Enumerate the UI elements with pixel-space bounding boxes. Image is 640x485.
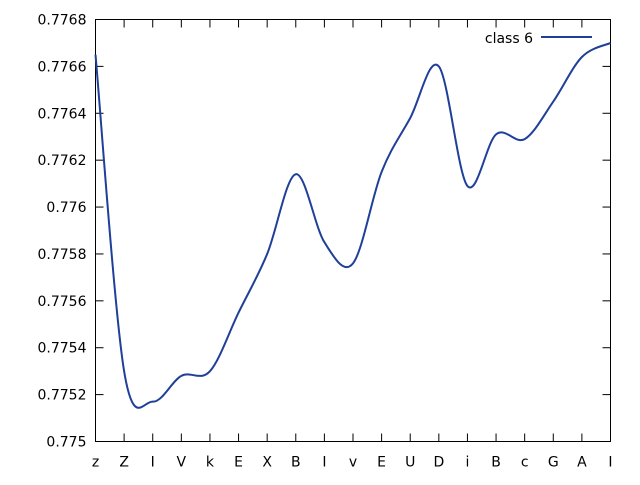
y-tick-label: 0.7766 (38, 59, 87, 75)
y-tick-label: 0.775 (46, 435, 86, 451)
series-line-0 (94, 42, 611, 409)
y-tick-label: 0.7758 (38, 247, 87, 263)
series-layer (94, 42, 611, 409)
plot-frame (95, 19, 611, 442)
legend-label: class 6 (485, 31, 533, 47)
x-tick-label: E (234, 455, 243, 471)
y-tick-label: 0.7756 (38, 294, 87, 310)
x-tick-label: i (465, 455, 469, 471)
y-tick-label: 0.7752 (38, 388, 87, 404)
x-tick-label: G (548, 455, 559, 471)
x-tick-label: I (151, 455, 155, 471)
x-tick-label: I (322, 455, 326, 471)
y-axis: 0.775 0.7752 0.7754 0.7756 0.7758 0.776 0.7762… (38, 13, 611, 451)
x-tick-label: B (491, 455, 501, 471)
x-tick-label: X (262, 455, 272, 471)
x-tick-label: I (608, 455, 612, 471)
legend: class 6 (485, 31, 592, 47)
x-tick-label: V (177, 455, 187, 471)
x-tick-label: E (377, 455, 386, 471)
x-tick-label: k (206, 455, 215, 471)
y-tick-label: 0.7754 (38, 341, 87, 357)
x-tick-label: c (521, 455, 529, 471)
y-tick-label: 0.776 (46, 200, 86, 216)
y-tick-label: 0.7762 (38, 153, 87, 169)
x-tick-label: B (291, 455, 301, 471)
y-tick-label: 0.7764 (38, 106, 87, 122)
x-tick-label: z (92, 455, 99, 471)
x-tick-label: v (349, 455, 357, 471)
x-tick-label: A (577, 455, 587, 471)
x-tick-label: D (433, 455, 444, 471)
y-tick-label: 0.7768 (38, 13, 87, 29)
x-tick-label: Z (119, 455, 129, 471)
x-tick-label: U (405, 455, 415, 471)
